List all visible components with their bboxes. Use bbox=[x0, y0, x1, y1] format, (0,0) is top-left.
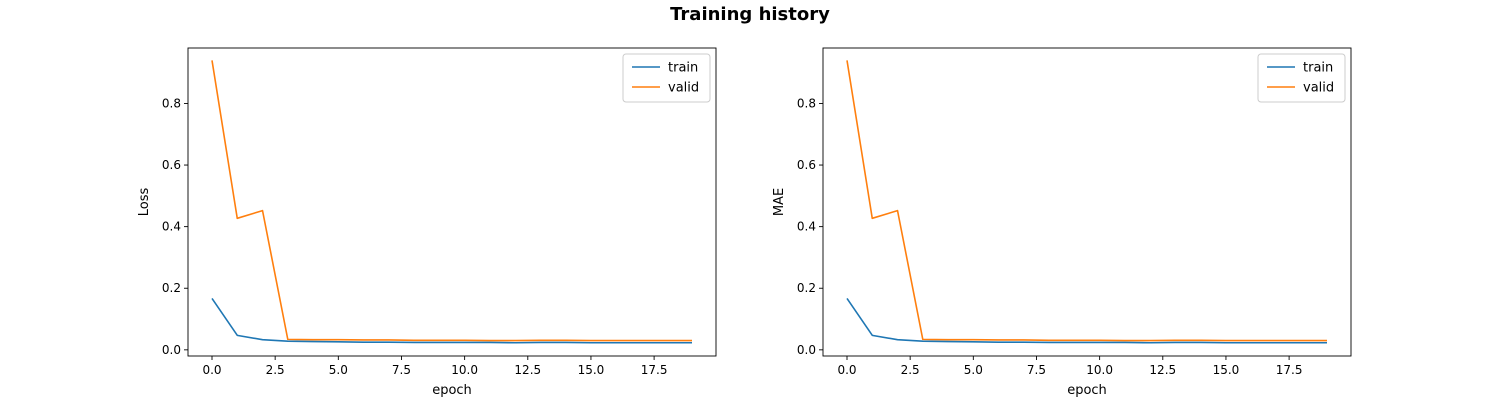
loss-x-tick-label: 17.5 bbox=[641, 363, 668, 377]
loss-axes-frame bbox=[187, 47, 717, 357]
loss-legend: train valid bbox=[622, 53, 711, 103]
loss-x-tick-label: 15.0 bbox=[578, 363, 605, 377]
mae-y-tick-label: 0.0 bbox=[797, 343, 816, 357]
loss-series-train-line bbox=[211, 297, 692, 344]
mae-x-tick-label: 0.0 bbox=[837, 363, 856, 377]
mae-x-tick-label: 2.5 bbox=[901, 363, 920, 377]
loss-x-axis-label: epoch bbox=[432, 383, 472, 398]
loss-y-tick-label: 0.0 bbox=[162, 343, 181, 357]
loss-chart-panel: 0.0 2.5 5.0 7.5 10.0 12.5 15.0 17.5 0.0 0.2 0.4 0.6… bbox=[137, 47, 717, 398]
mae-legend-box bbox=[1257, 53, 1346, 103]
loss-x-tick-label: 7.5 bbox=[392, 363, 411, 377]
mae-chart-panel: 0.0 2.5 5.0 7.5 10.0 12.5 15.0 17.5 0.0 0.2 0.4 0.6… bbox=[772, 47, 1352, 398]
loss-legend-box bbox=[622, 53, 711, 103]
mae-y-tick-label: 0.4 bbox=[797, 220, 816, 234]
mae-x-tick-label: 7.5 bbox=[1027, 363, 1046, 377]
loss-y-tick-label: 0.6 bbox=[162, 158, 181, 172]
loss-y-tick-label: 0.4 bbox=[162, 220, 181, 234]
loss-x-tick-label: 5.0 bbox=[329, 363, 348, 377]
loss-x-tick-label: 2.5 bbox=[266, 363, 285, 377]
mae-axes-frame bbox=[822, 47, 1352, 357]
mae-series-valid-line bbox=[846, 60, 1327, 342]
mae-x-tick-label: 15.0 bbox=[1213, 363, 1240, 377]
loss-x-tick-label: 12.5 bbox=[514, 363, 541, 377]
loss-y-axis-label: Loss bbox=[137, 188, 152, 217]
loss-y-tick-label: 0.2 bbox=[162, 281, 181, 295]
mae-x-tick-label: 5.0 bbox=[964, 363, 983, 377]
loss-series-valid-line bbox=[211, 60, 692, 342]
loss-legend-label-train: train bbox=[668, 61, 698, 76]
loss-x-tick-label: 0.0 bbox=[202, 363, 221, 377]
mae-legend-label-valid: valid bbox=[1303, 81, 1334, 96]
loss-x-tick-label: 10.0 bbox=[451, 363, 478, 377]
figure-title: Training history bbox=[670, 4, 830, 25]
loss-y-tick-label: 0.8 bbox=[162, 96, 181, 110]
mae-x-axis-label: epoch bbox=[1067, 383, 1107, 398]
mae-y-tick-label: 0.2 bbox=[797, 281, 816, 295]
mae-legend-label-train: train bbox=[1303, 61, 1333, 76]
mae-x-tick-label: 17.5 bbox=[1276, 363, 1303, 377]
loss-legend-label-valid: valid bbox=[668, 81, 699, 96]
mae-y-tick-label: 0.8 bbox=[797, 96, 816, 110]
mae-legend: train valid bbox=[1257, 53, 1346, 103]
mae-x-tick-label: 12.5 bbox=[1149, 363, 1176, 377]
mae-x-tick-label: 10.0 bbox=[1086, 363, 1113, 377]
mae-y-axis-label: MAE bbox=[772, 188, 787, 216]
mae-y-tick-label: 0.6 bbox=[797, 158, 816, 172]
mae-series-train-line bbox=[846, 297, 1327, 344]
